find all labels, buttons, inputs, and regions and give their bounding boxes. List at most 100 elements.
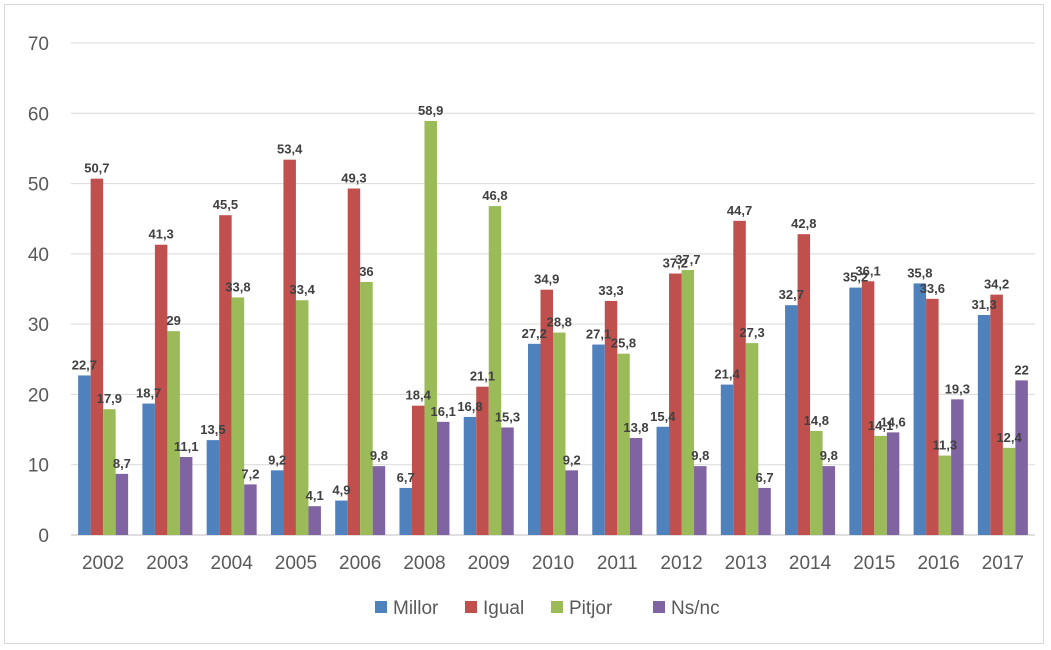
bar-igual xyxy=(283,159,296,535)
data-label: 32,7 xyxy=(779,287,804,302)
bar-nsnc xyxy=(501,427,514,535)
data-label: 6,7 xyxy=(756,470,774,485)
chart-frame: 0 10 20 30 40 50 60 70 22,7 50,7 17,9 8,7 18,7 41,3 2… xyxy=(4,4,1044,644)
data-label: 42,8 xyxy=(791,216,816,231)
bar-nsnc xyxy=(629,438,643,535)
data-label: 14,8 xyxy=(804,413,829,428)
legend: Millor Igual Pitjor Ns/nc xyxy=(375,598,720,619)
x-tick-label: 2006 xyxy=(339,553,381,574)
data-label: 35,8 xyxy=(907,265,932,280)
data-label: 9,8 xyxy=(820,448,838,463)
x-tick-label: 2014 xyxy=(789,553,832,574)
data-label: 41,3 xyxy=(148,227,173,242)
bar-igual xyxy=(154,244,168,535)
data-label: 9,2 xyxy=(563,452,581,467)
bar-nsnc xyxy=(822,466,836,535)
data-label: 4,1 xyxy=(306,488,324,503)
bar-pitjor xyxy=(617,353,630,535)
data-label: 53,4 xyxy=(277,142,303,157)
bar-igual xyxy=(219,215,232,535)
data-label: 17,9 xyxy=(97,391,122,406)
data-label: 22 xyxy=(1014,362,1028,377)
data-label: 25,8 xyxy=(611,336,636,351)
bar-pitjor xyxy=(488,206,502,535)
data-label: 37,2 xyxy=(663,256,688,271)
data-label: 11,3 xyxy=(933,438,958,453)
bar-millor xyxy=(720,384,734,535)
x-tick-label: 2003 xyxy=(146,553,188,574)
x-tick-label: 2002 xyxy=(82,553,124,574)
data-label: 9,2 xyxy=(268,452,286,467)
data-label: 36 xyxy=(359,264,373,279)
legend-label: Ns/nc xyxy=(671,598,720,619)
bar-pitjor xyxy=(745,343,759,535)
y-axis-ticks: 0 10 20 30 40 50 60 70 xyxy=(28,34,49,547)
bar-pitjor xyxy=(167,331,180,535)
x-tick-label: 2013 xyxy=(725,553,767,574)
data-label: 28,8 xyxy=(547,315,572,330)
data-label: 49,3 xyxy=(341,170,366,185)
data-label: 46,8 xyxy=(482,188,507,203)
x-tick-label: 2004 xyxy=(211,553,254,574)
bar-igual xyxy=(669,273,682,535)
y-tick-label: 0 xyxy=(38,526,49,547)
data-label: 8,7 xyxy=(113,456,131,471)
y-tick-label: 10 xyxy=(28,456,49,477)
x-tick-label: 2015 xyxy=(853,553,895,574)
bar-millor xyxy=(785,305,798,535)
bar-nsnc xyxy=(1015,380,1028,535)
x-tick-label: 2012 xyxy=(660,553,702,574)
bar-pitjor xyxy=(103,409,116,535)
data-label: 33,3 xyxy=(598,283,623,298)
bar-millor xyxy=(270,470,284,535)
bar-nsnc xyxy=(244,484,257,535)
bar-pitjor xyxy=(424,121,437,535)
legend-label: Igual xyxy=(483,598,524,619)
bar-nsnc xyxy=(758,487,771,535)
x-tick-label: 2008 xyxy=(403,553,445,574)
bar-pitjor xyxy=(938,455,952,535)
bar-millor xyxy=(913,283,927,535)
bar-millor xyxy=(849,287,862,535)
bar-igual xyxy=(347,188,361,535)
bar-pitjor xyxy=(231,297,245,535)
data-label: 31,3 xyxy=(971,297,996,312)
data-label: 11,1 xyxy=(174,439,199,454)
data-label: 15,4 xyxy=(650,409,676,424)
bar-pitjor xyxy=(874,435,887,535)
bar-nsnc xyxy=(436,421,450,535)
bar-igual xyxy=(733,220,746,535)
bar-millor xyxy=(592,344,605,535)
bar-nsnc xyxy=(694,466,707,535)
x-axis-ticks: 2002 2003 2004 2005 2006 2008 2009 2010 2011 2012… xyxy=(82,553,1024,574)
bar-pitjor xyxy=(681,270,695,535)
data-label: 21,4 xyxy=(714,367,740,382)
bar-nsnc xyxy=(179,456,193,535)
data-label: 15,3 xyxy=(495,409,520,424)
bar-pitjor xyxy=(810,430,823,535)
x-tick-label: 2010 xyxy=(532,553,574,574)
x-tick-label: 2016 xyxy=(917,553,959,574)
bar-nsnc xyxy=(565,470,578,535)
data-label: 33,4 xyxy=(290,282,316,297)
data-label: 13,8 xyxy=(623,420,648,435)
bar-pitjor xyxy=(553,332,566,535)
legend-swatch xyxy=(375,601,387,613)
legend-swatch xyxy=(653,601,665,613)
data-label: 58,9 xyxy=(418,103,443,118)
bar-igual xyxy=(990,294,1003,535)
bar-igual xyxy=(604,300,618,535)
bar-pitjor xyxy=(1002,447,1016,535)
data-label: 37,7 xyxy=(675,252,700,267)
data-label: 9,8 xyxy=(370,448,388,463)
bar-igual xyxy=(90,178,104,535)
bar-nsnc xyxy=(951,399,964,535)
data-label: 4,9 xyxy=(332,483,350,498)
data-label: 19,3 xyxy=(945,381,970,396)
bar-millor xyxy=(142,403,155,535)
data-label: 34,2 xyxy=(984,277,1009,292)
data-label: 9,8 xyxy=(691,448,709,463)
bar-nsnc xyxy=(308,506,321,535)
data-label: 44,7 xyxy=(727,203,752,218)
